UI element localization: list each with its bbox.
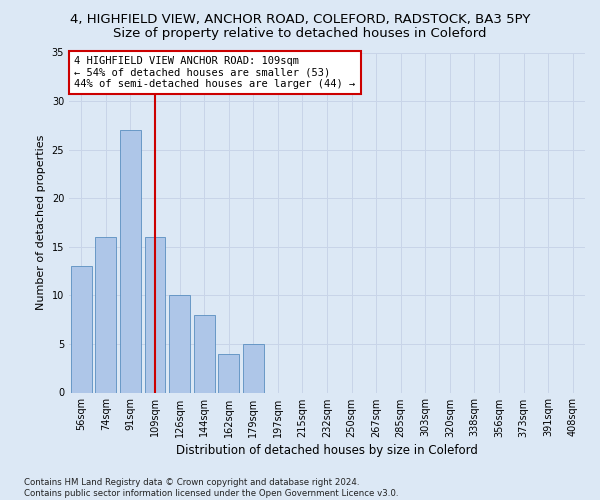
Bar [120,130,141,392]
X-axis label: Distribution of detached houses by size in Coleford: Distribution of detached houses by size … [176,444,478,456]
Bar [71,266,92,392]
Bar [169,296,190,392]
Bar [243,344,264,393]
Text: 4, HIGHFIELD VIEW, ANCHOR ROAD, COLEFORD, RADSTOCK, BA3 5PY: 4, HIGHFIELD VIEW, ANCHOR ROAD, COLEFORD… [70,12,530,26]
Text: Size of property relative to detached houses in Coleford: Size of property relative to detached ho… [113,28,487,40]
Text: Contains HM Land Registry data © Crown copyright and database right 2024.
Contai: Contains HM Land Registry data © Crown c… [24,478,398,498]
Text: 4 HIGHFIELD VIEW ANCHOR ROAD: 109sqm
← 54% of detached houses are smaller (53)
4: 4 HIGHFIELD VIEW ANCHOR ROAD: 109sqm ← 5… [74,56,355,89]
Bar [95,237,116,392]
Bar [194,315,215,392]
Bar [145,237,166,392]
Y-axis label: Number of detached properties: Number of detached properties [36,135,46,310]
Bar [218,354,239,393]
